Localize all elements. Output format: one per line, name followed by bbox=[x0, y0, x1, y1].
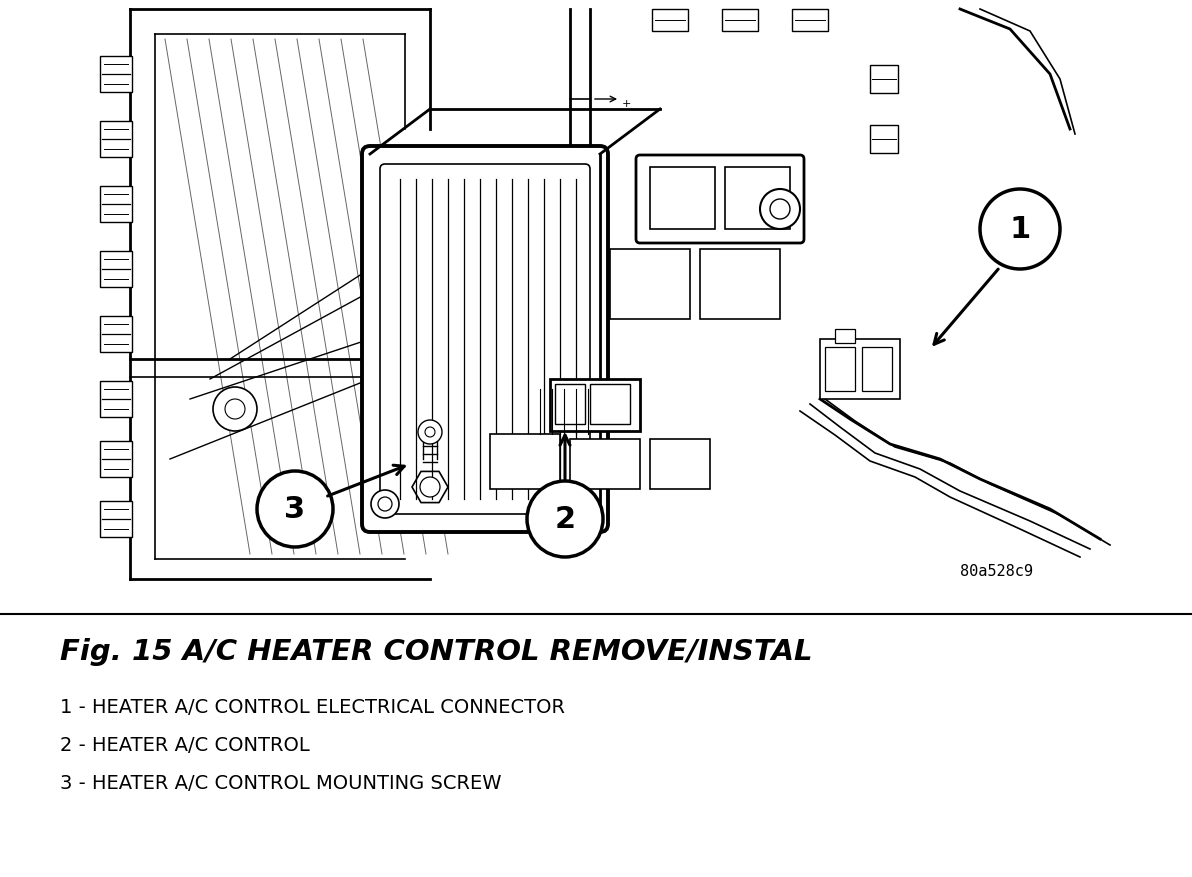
Bar bbox=[100, 252, 132, 288]
Circle shape bbox=[213, 388, 257, 431]
FancyBboxPatch shape bbox=[362, 146, 608, 532]
Bar bbox=[820, 339, 900, 400]
Circle shape bbox=[770, 200, 790, 220]
Bar bbox=[791, 10, 828, 32]
Text: 80a528c9: 80a528c9 bbox=[960, 564, 1033, 579]
Text: Fig. 15 A/C HEATER CONTROL REMOVE/INSTAL: Fig. 15 A/C HEATER CONTROL REMOVE/INSTAL bbox=[60, 638, 813, 666]
Circle shape bbox=[980, 189, 1060, 270]
Bar bbox=[590, 384, 631, 424]
Bar bbox=[825, 347, 855, 391]
Text: 2: 2 bbox=[554, 505, 576, 534]
Bar bbox=[570, 439, 640, 489]
Bar bbox=[100, 381, 132, 417]
Circle shape bbox=[371, 490, 399, 518]
Text: 2 - HEATER A/C CONTROL: 2 - HEATER A/C CONTROL bbox=[60, 735, 310, 754]
Bar bbox=[862, 347, 892, 391]
Bar bbox=[100, 187, 132, 223]
Circle shape bbox=[426, 427, 435, 438]
Text: 3 - HEATER A/C CONTROL MOUNTING SCREW: 3 - HEATER A/C CONTROL MOUNTING SCREW bbox=[60, 774, 502, 792]
Circle shape bbox=[418, 420, 442, 445]
Bar bbox=[100, 317, 132, 353]
Circle shape bbox=[225, 400, 246, 419]
Bar bbox=[650, 168, 715, 230]
Circle shape bbox=[257, 472, 333, 547]
Bar bbox=[490, 434, 560, 489]
FancyBboxPatch shape bbox=[637, 156, 803, 244]
FancyBboxPatch shape bbox=[380, 165, 590, 515]
Bar bbox=[650, 439, 710, 489]
Bar bbox=[100, 57, 132, 93]
Circle shape bbox=[420, 477, 440, 497]
Bar bbox=[100, 441, 132, 477]
Text: +: + bbox=[622, 99, 632, 109]
Bar bbox=[100, 122, 132, 158]
Bar bbox=[550, 380, 640, 431]
Text: 1: 1 bbox=[1010, 215, 1031, 244]
Bar bbox=[610, 250, 690, 319]
Bar bbox=[870, 66, 898, 94]
Circle shape bbox=[378, 497, 392, 511]
Bar bbox=[100, 502, 132, 538]
Bar bbox=[652, 10, 688, 32]
Circle shape bbox=[760, 189, 800, 230]
Circle shape bbox=[527, 481, 603, 558]
Bar bbox=[725, 168, 790, 230]
Text: 1 - HEATER A/C CONTROL ELECTRICAL CONNECTOR: 1 - HEATER A/C CONTROL ELECTRICAL CONNEC… bbox=[60, 697, 565, 717]
Text: 3: 3 bbox=[285, 495, 305, 524]
Bar bbox=[555, 384, 585, 424]
Bar bbox=[722, 10, 758, 32]
Bar bbox=[836, 330, 855, 344]
Bar bbox=[700, 250, 780, 319]
Bar bbox=[870, 126, 898, 153]
